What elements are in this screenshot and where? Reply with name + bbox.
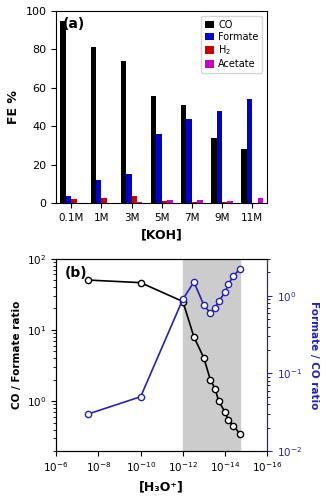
Legend: CO, Formate, H$_2$, Acetate: CO, Formate, H$_2$, Acetate — [201, 16, 262, 73]
Bar — [66, 196, 71, 203]
Bar — [137, 202, 142, 203]
Bar — [211, 138, 217, 203]
Bar — [162, 202, 167, 203]
Y-axis label: CO / Formate ratio: CO / Formate ratio — [11, 300, 22, 409]
Bar — [192, 202, 197, 203]
Bar — [222, 202, 228, 203]
Bar — [126, 174, 132, 204]
Bar — [121, 61, 126, 204]
Text: (a): (a) — [63, 16, 85, 30]
Bar — [247, 100, 252, 204]
Bar — [96, 180, 101, 204]
Bar — [132, 196, 137, 203]
Bar — [186, 118, 192, 204]
Bar — [60, 20, 66, 204]
Bar — [197, 200, 203, 203]
Bar — [71, 200, 77, 203]
Bar — [217, 111, 222, 204]
Y-axis label: FE %: FE % — [7, 90, 20, 124]
X-axis label: [KOH]: [KOH] — [141, 228, 183, 241]
Bar — [101, 198, 107, 203]
Bar — [181, 105, 186, 204]
Text: (b): (b) — [65, 266, 87, 280]
Bar — [151, 96, 156, 204]
Bar — [91, 48, 96, 203]
Bar — [228, 202, 233, 203]
Bar — [167, 200, 172, 203]
X-axis label: [H₃O⁺]: [H₃O⁺] — [139, 480, 184, 493]
Bar — [156, 134, 162, 203]
Bar — [241, 150, 247, 204]
Y-axis label: Formate / CO ratio: Formate / CO ratio — [309, 300, 319, 409]
Bar — [258, 198, 263, 203]
Bar — [183, 258, 240, 451]
